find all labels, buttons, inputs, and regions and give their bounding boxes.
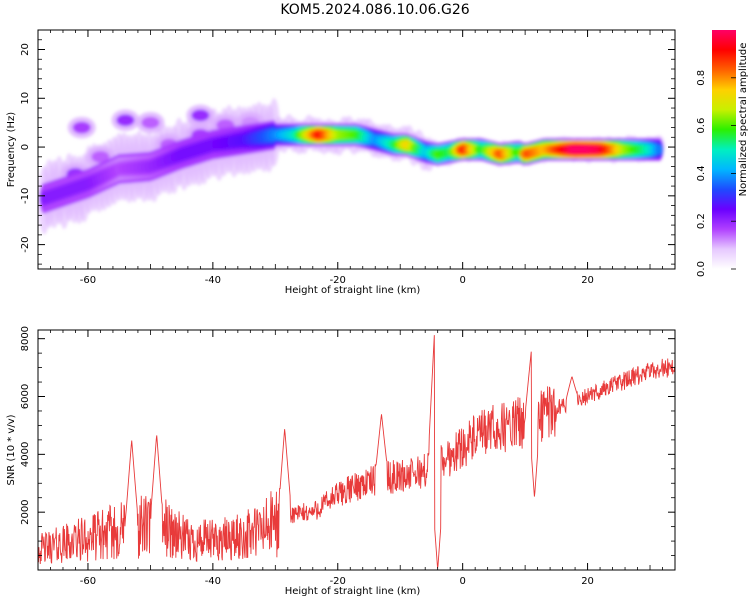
x-tick-label: -20 bbox=[330, 576, 346, 587]
y-tick-label: -10 bbox=[20, 188, 31, 204]
snr-series bbox=[38, 335, 675, 569]
x-tick-label: -60 bbox=[80, 576, 96, 587]
x-tick-label: 0 bbox=[459, 576, 465, 587]
colorbar-tick-label: 0.6 bbox=[696, 118, 707, 134]
colorbar-label: Normalized spectral amplitude bbox=[738, 43, 749, 197]
colorbar-gradient bbox=[712, 30, 736, 269]
y-tick-label: -20 bbox=[20, 236, 31, 252]
colorbar-tick-label: 0.2 bbox=[696, 213, 707, 229]
x-tick-label: -20 bbox=[330, 275, 346, 286]
x-tick-label: -40 bbox=[205, 576, 221, 587]
spectral-ridge bbox=[654, 144, 664, 155]
y-tick-label: 2000 bbox=[20, 499, 31, 524]
spectral-blob bbox=[116, 114, 135, 127]
x-tick-label: 0 bbox=[459, 275, 465, 286]
x-tick-label: 20 bbox=[581, 576, 594, 587]
snr-line bbox=[38, 335, 675, 569]
spectral-blob bbox=[72, 121, 91, 134]
x-axis-label: Height of straight line (km) bbox=[285, 586, 421, 597]
y-tick-label: 6000 bbox=[20, 384, 31, 409]
chart-title: KOM5.2024.086.10.06.G26 bbox=[280, 2, 470, 18]
x-tick-label: -60 bbox=[80, 275, 96, 286]
x-axis-label: Height of straight line (km) bbox=[285, 285, 421, 296]
spectral-blob bbox=[91, 150, 110, 163]
colorbar-tick-label: 0.8 bbox=[696, 70, 707, 86]
spectrogram-image bbox=[38, 98, 665, 235]
x-tick-label: 20 bbox=[581, 275, 594, 286]
spectrogram-panel: -60 -40 -20 0 20 -20 -10 0 10 20 Height of straigh… bbox=[6, 29, 676, 296]
plot-frame bbox=[37, 29, 676, 270]
y-tick-label: 4000 bbox=[20, 442, 31, 467]
y-axis-label: Frequency (Hz) bbox=[6, 112, 17, 188]
y-axis-label: SNR (10 * v/v) bbox=[6, 414, 17, 485]
x-tick-label: -40 bbox=[205, 275, 221, 286]
y-tick-label: 0 bbox=[20, 144, 31, 150]
plot-frame bbox=[37, 329, 676, 571]
colorbar-tick-label: 0.0 bbox=[696, 261, 707, 277]
colorbar: 0.0 0.2 0.4 0.6 0.8 Normalized spectral ampli… bbox=[696, 30, 749, 277]
y-tick-label: 8000 bbox=[20, 326, 31, 351]
colorbar-tick-label: 0.4 bbox=[696, 165, 707, 181]
y-tick-label: 10 bbox=[20, 92, 31, 105]
snr-panel: -60 -40 -20 0 20 2000 4000 6000 8000 Height of st… bbox=[6, 326, 676, 597]
y-tick-label: 20 bbox=[20, 43, 31, 56]
spectral-blob bbox=[191, 109, 210, 122]
spectral-blob bbox=[141, 116, 160, 129]
